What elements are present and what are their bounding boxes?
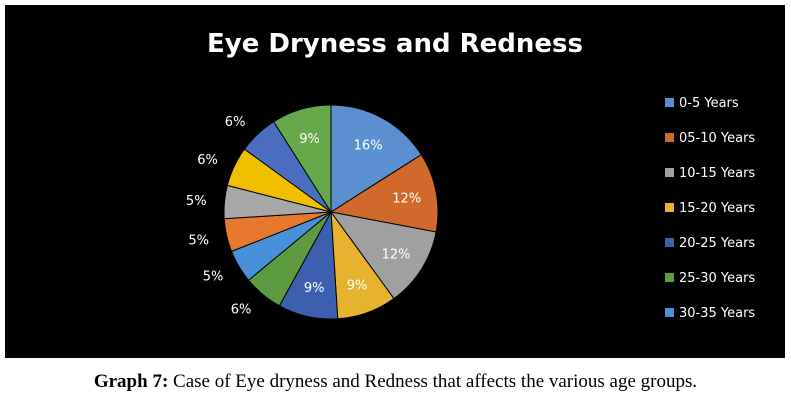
pie-chart: Eye Dryness and Redness 16% 12% 12% 9% 9% 6% 5… (186, 29, 756, 321)
caption-text: Case of Eye dryness and Redness that aff… (168, 371, 698, 392)
legend-swatch (665, 273, 674, 282)
slice-label: 12% (392, 192, 421, 207)
legend-label: 15-20 Years (679, 201, 755, 216)
slice-label: 6% (225, 115, 246, 130)
legend-swatch (665, 133, 674, 142)
slice-label: 9% (347, 278, 368, 293)
legend-label: 30-35 Years (679, 306, 755, 321)
legend: 0-5 Years 05-10 Years 10-15 Years 15-20 Yea… (665, 96, 755, 321)
chart-panel: Eye Dryness and Redness 16% 12% 12% 9% 9% 6% 5… (5, 5, 785, 358)
legend-label: 10-15 Years (679, 166, 755, 181)
legend-label: 25-30 Years (679, 271, 755, 286)
slice-label: 16% (354, 138, 383, 153)
legend-swatch (665, 98, 674, 107)
slice-label: 6% (197, 153, 218, 168)
legend-swatch (665, 238, 674, 247)
chart-title: Eye Dryness and Redness (207, 29, 583, 59)
legend-label: 20-25 Years (679, 236, 755, 251)
slice-label: 9% (299, 132, 320, 147)
pie-slice-labels: 16% 12% 12% 9% 9% 6% 5% 5% 5% 6% 6% 9% (186, 115, 421, 317)
legend-label: 0-5 Years (679, 96, 739, 111)
slice-label: 12% (382, 247, 411, 262)
legend-label: 05-10 Years (679, 131, 755, 146)
slice-label: 6% (231, 302, 252, 317)
legend-swatch (665, 168, 674, 177)
slice-label: 9% (304, 281, 325, 296)
pie-slice (329, 153, 439, 233)
pie-slice (329, 211, 437, 300)
slice-label: 5% (186, 194, 207, 209)
pie-slice (272, 104, 332, 214)
figure-caption: Graph 7: Case of Eye dryness and Redness… (0, 371, 791, 393)
slice-label: 5% (203, 270, 224, 285)
caption-label: Graph 7: (93, 371, 169, 392)
legend-swatch (665, 308, 674, 317)
slice-label: 5% (188, 233, 209, 248)
legend-swatch (665, 203, 674, 212)
pie-slice (330, 104, 423, 213)
pie-slices (223, 104, 439, 320)
